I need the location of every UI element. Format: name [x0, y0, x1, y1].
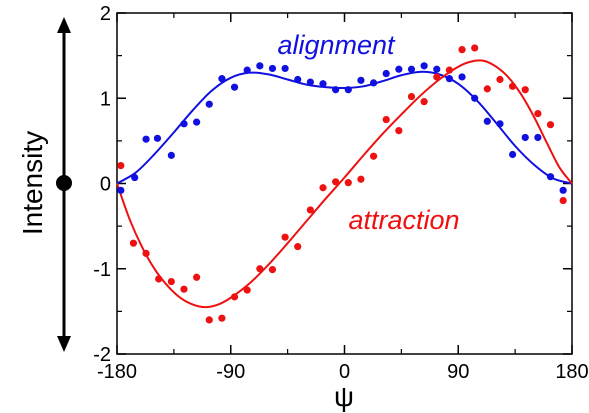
series-label-attraction: attraction	[348, 205, 459, 235]
point-attraction	[268, 266, 277, 274]
point-attraction	[508, 82, 517, 90]
point-attraction	[142, 249, 150, 258]
point-alignment	[117, 186, 125, 194]
x-axis-label: ψ	[334, 381, 354, 412]
point-attraction	[230, 293, 239, 301]
point-attraction	[420, 98, 428, 106]
point-alignment	[256, 62, 264, 70]
arrow-center-dot	[56, 175, 72, 191]
point-attraction	[167, 277, 175, 286]
point-attraction	[382, 115, 390, 124]
point-attraction	[205, 316, 213, 324]
point-attraction	[471, 44, 479, 52]
data-points	[117, 44, 567, 324]
point-alignment	[420, 62, 428, 70]
point-attraction	[395, 127, 403, 135]
arrow-down-head	[57, 336, 71, 352]
point-attraction	[344, 179, 352, 187]
point-alignment	[508, 150, 517, 159]
point-alignment	[534, 133, 542, 142]
plot-frame	[116, 12, 573, 355]
x-tick-label: -90	[216, 361, 245, 383]
ylabel-group: Intensity	[17, 17, 72, 352]
series-label-alignment: alignment	[277, 30, 396, 60]
point-attraction	[369, 152, 378, 160]
point-alignment	[458, 73, 466, 81]
point-attraction	[546, 121, 555, 129]
point-attraction	[483, 85, 491, 93]
point-alignment	[369, 79, 378, 87]
point-attraction	[559, 196, 567, 205]
arrow-up-head	[57, 17, 71, 33]
point-attraction	[306, 206, 314, 214]
point-attraction	[445, 66, 454, 74]
fit-line-attraction	[116, 59, 573, 309]
point-attraction	[155, 275, 163, 283]
ticks: -180 -90 0 90 180 -2 -1 0 1 2	[93, 3, 588, 383]
point-alignment	[294, 75, 302, 84]
point-attraction	[534, 109, 542, 118]
point-alignment	[306, 78, 314, 86]
point-alignment	[193, 118, 201, 126]
point-alignment	[142, 135, 150, 143]
x-tick-label: -180	[97, 361, 137, 383]
point-attraction	[243, 286, 251, 294]
point-attraction	[458, 46, 466, 54]
point-alignment	[281, 64, 289, 73]
fit-curves	[116, 59, 573, 309]
point-alignment	[521, 133, 529, 142]
point-alignment	[243, 66, 251, 74]
point-alignment	[131, 173, 139, 182]
point-attraction	[218, 314, 226, 322]
x-tick-label: 90	[447, 361, 469, 383]
point-alignment	[153, 134, 162, 142]
y-tick-label: 2	[100, 3, 111, 25]
point-attraction	[357, 175, 365, 183]
point-attraction	[193, 273, 201, 281]
point-alignment	[559, 186, 567, 194]
point-alignment	[319, 80, 327, 88]
point-attraction	[521, 86, 529, 94]
point-alignment	[483, 117, 491, 125]
point-attraction	[319, 184, 327, 192]
point-alignment	[546, 173, 555, 181]
x-tick-label: 0	[339, 361, 350, 383]
y-axis-label: Intensity	[17, 131, 48, 235]
point-alignment	[344, 86, 352, 94]
point-attraction	[332, 178, 340, 186]
point-attraction	[294, 242, 302, 251]
point-alignment	[407, 65, 416, 73]
y-tick-label: 1	[100, 88, 111, 110]
x-tick-label: 180	[555, 361, 588, 383]
point-attraction	[129, 239, 138, 247]
point-alignment	[180, 120, 188, 128]
point-alignment	[218, 75, 226, 83]
point-alignment	[496, 120, 504, 128]
point-alignment	[433, 65, 441, 73]
point-alignment	[471, 94, 479, 102]
point-alignment	[382, 69, 390, 78]
fit-line-alignment	[116, 70, 573, 185]
point-attraction	[256, 265, 264, 273]
point-attraction	[433, 73, 441, 81]
y-tick-label: -1	[93, 259, 111, 281]
point-attraction	[496, 75, 504, 84]
point-attraction	[180, 285, 188, 293]
point-alignment	[205, 100, 213, 108]
point-alignment	[167, 151, 175, 159]
point-alignment	[395, 65, 403, 73]
point-alignment	[332, 86, 340, 94]
y-tick-label: 0	[100, 174, 111, 196]
y-tick-label: -2	[93, 344, 111, 366]
point-alignment	[230, 83, 239, 91]
point-alignment	[445, 75, 454, 83]
point-alignment	[268, 64, 277, 73]
point-attraction	[117, 161, 125, 170]
point-attraction	[281, 233, 289, 241]
point-attraction	[407, 92, 416, 101]
point-alignment	[357, 76, 365, 84]
